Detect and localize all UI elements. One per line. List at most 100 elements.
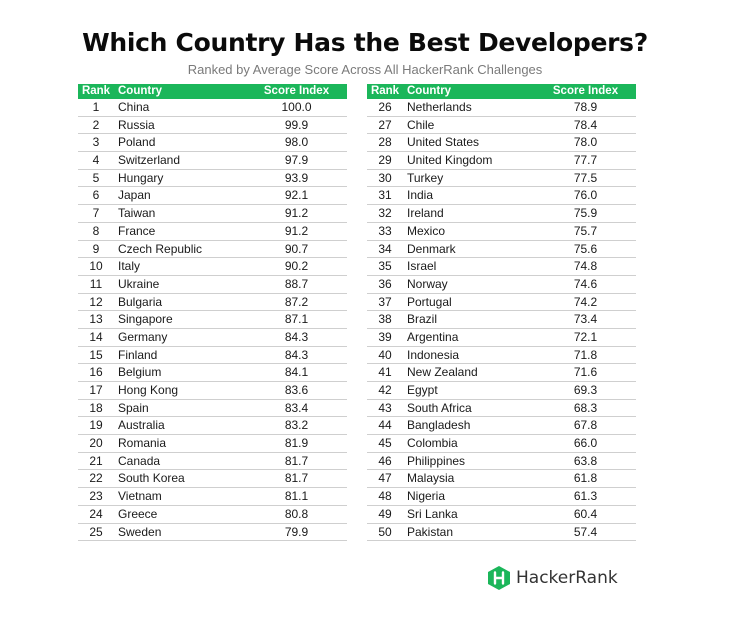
- rank-cell: 32: [378, 206, 392, 221]
- rank-cell: 4: [92, 153, 100, 168]
- table-row: 15 Finland 84.3: [78, 347, 347, 365]
- rank-cell: 21: [89, 453, 103, 468]
- rank-cell: 30: [378, 170, 392, 185]
- table-row: 45 Colombia 66.0: [367, 435, 636, 453]
- table-row: 42 Egypt 69.3: [367, 382, 636, 400]
- country-cell: India: [407, 188, 434, 203]
- score-cell: 57.4: [573, 524, 598, 539]
- score-cell: 78.9: [573, 100, 598, 114]
- rank-cell: 12: [89, 294, 103, 309]
- score-cell: 75.6: [573, 241, 598, 256]
- table-row: 48 Nigeria 61.3: [367, 488, 636, 506]
- chart-subtitle: Ranked by Average Score Across All Hacke…: [187, 62, 543, 77]
- rank-cell: 50: [378, 524, 392, 539]
- table-row: 24 Greece 80.8: [78, 506, 347, 524]
- score-cell: 99.9: [284, 117, 309, 132]
- score-cell: 63.8: [573, 453, 598, 468]
- score-cell: 90.2: [284, 259, 309, 274]
- country-cell: Mexico: [407, 223, 446, 238]
- score-cell: 100.0: [281, 100, 312, 114]
- rank-cell: 35: [378, 259, 392, 274]
- score-cell: 98.0: [284, 135, 309, 150]
- score-cell: 90.7: [284, 241, 309, 256]
- score-cell: 92.1: [284, 188, 309, 203]
- rank-cell: 44: [378, 418, 392, 433]
- table-body: 1 China 100.0 2 Russia 99.9 3 Poland 98.0 4 Switze…: [78, 99, 347, 542]
- rank-cell: 10: [89, 259, 103, 274]
- rank-cell: 2: [92, 117, 100, 132]
- score-cell: 72.1: [573, 329, 598, 344]
- country-cell: Sri Lanka: [407, 506, 458, 521]
- score-cell: 81.7: [284, 453, 309, 468]
- country-cell: South Korea: [118, 471, 185, 486]
- country-cell: Nigeria: [407, 489, 446, 504]
- table-row: 3 Poland 98.0: [78, 134, 347, 153]
- rank-cell: 7: [92, 206, 100, 221]
- table-row: 9 Czech Republic 90.7: [78, 241, 347, 259]
- rank-cell: 46: [378, 453, 392, 468]
- table-row: 38 Brazil 73.4: [367, 311, 636, 329]
- rank-cell: 23: [89, 489, 103, 504]
- country-cell: Japan: [118, 188, 151, 203]
- table-row: 47 Malaysia 61.8: [367, 470, 636, 489]
- country-cell: United States: [407, 135, 480, 150]
- table-row: 6 Japan 92.1: [78, 187, 347, 206]
- country-cell: Netherlands: [407, 100, 472, 114]
- country-cell: Singapore: [118, 312, 173, 327]
- country-cell: South Africa: [407, 400, 472, 415]
- score-cell: 71.8: [573, 347, 598, 362]
- table-row: 49 Sri Lanka 60.4: [367, 506, 636, 524]
- table-row: 31 India 76.0: [367, 187, 636, 206]
- rank-cell: 26: [378, 100, 392, 114]
- table-row: 13 Singapore 87.1: [78, 311, 347, 329]
- score-cell: 79.9: [284, 524, 309, 539]
- score-cell: 74.2: [573, 294, 598, 309]
- rank-cell: 49: [378, 506, 392, 521]
- rank-cell: 5: [92, 170, 100, 185]
- table-row: 36 Norway 74.6: [367, 276, 636, 294]
- table-row: 21 Canada 81.7: [78, 453, 347, 471]
- header-score-index: Score Index: [263, 85, 330, 97]
- country-cell: Turkey: [407, 170, 444, 185]
- rank-cell: 11: [89, 276, 103, 291]
- score-cell: 78.0: [573, 135, 598, 150]
- score-cell: 71.6: [573, 365, 598, 380]
- score-cell: 69.3: [573, 383, 598, 397]
- score-cell: 81.1: [284, 489, 309, 504]
- country-cell: Greece: [118, 506, 158, 521]
- score-cell: 74.6: [573, 276, 598, 291]
- country-cell: Chile: [407, 117, 435, 132]
- country-cell: Finland: [118, 347, 158, 362]
- ranking-table-right: Rank Country Score Index 26 Netherlands 78…: [367, 84, 636, 542]
- table-row: 33 Mexico 75.7: [367, 223, 636, 241]
- table-row: 34 Denmark 75.6: [367, 241, 636, 259]
- table-row: 41 New Zealand 71.6: [367, 364, 636, 382]
- country-cell: Romania: [118, 436, 167, 451]
- rank-cell: 27: [378, 117, 392, 132]
- country-cell: Italy: [118, 259, 141, 274]
- country-cell: Egypt: [407, 383, 438, 397]
- country-cell: Hong Kong: [118, 383, 179, 397]
- rank-cell: 15: [89, 347, 103, 362]
- rank-cell: 47: [378, 471, 392, 486]
- country-cell: Ireland: [407, 206, 444, 221]
- rank-cell: 25: [89, 524, 103, 539]
- header-rank: Rank: [81, 85, 111, 97]
- table-row: 27 Chile 78.4: [367, 117, 636, 135]
- table-row: 5 Hungary 93.9: [78, 170, 347, 188]
- score-cell: 88.7: [284, 276, 309, 291]
- table-row: 40 Indonesia 71.8: [367, 347, 636, 365]
- rank-cell: 1: [92, 100, 100, 114]
- rank-cell: 45: [378, 436, 392, 451]
- rank-cell: 39: [378, 329, 392, 344]
- table-row: 44 Bangladesh 67.8: [367, 417, 636, 436]
- score-cell: 84.1: [284, 365, 309, 380]
- country-cell: Vietnam: [118, 489, 162, 504]
- score-cell: 61.8: [573, 471, 598, 486]
- country-cell: Ukraine: [118, 276, 160, 291]
- rank-cell: 28: [378, 135, 392, 150]
- country-cell: Switzerland: [118, 153, 181, 168]
- header-score-index: Score Index: [552, 85, 619, 97]
- country-cell: Germany: [118, 329, 168, 344]
- country-cell: Malaysia: [407, 471, 455, 486]
